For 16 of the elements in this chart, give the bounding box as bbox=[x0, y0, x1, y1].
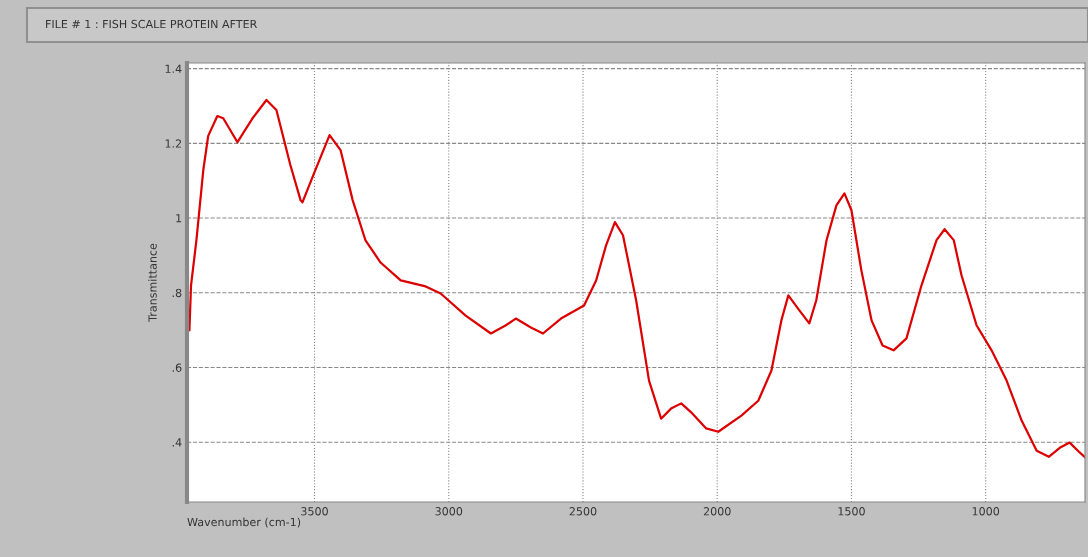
x-tick-label: 1500 bbox=[838, 507, 865, 516]
x-tick-label: 2500 bbox=[569, 507, 597, 516]
x-tick-label: 2000 bbox=[703, 507, 731, 516]
y-tick-label: 1.2 bbox=[165, 139, 182, 148]
chart-title: FILE # 1 : FISH SCALE PROTEIN AFTER bbox=[46, 19, 257, 29]
x-tick-label: 3500 bbox=[301, 507, 328, 516]
x-tick-label: 1000 bbox=[972, 507, 1000, 516]
y-tick-label: 1.4 bbox=[165, 64, 182, 73]
y-tick-label: .6 bbox=[172, 363, 182, 372]
y-axis-title: Transmittance bbox=[148, 243, 157, 322]
y-tick-label: .8 bbox=[172, 288, 182, 298]
y-tick-label: 1 bbox=[176, 214, 182, 223]
y-tick-label: .4 bbox=[172, 438, 182, 447]
x-tick-label: 3000 bbox=[435, 507, 463, 516]
x-axis-title: Wavenumber (cm-1) bbox=[187, 517, 301, 528]
line-series bbox=[188, 98, 1085, 459]
